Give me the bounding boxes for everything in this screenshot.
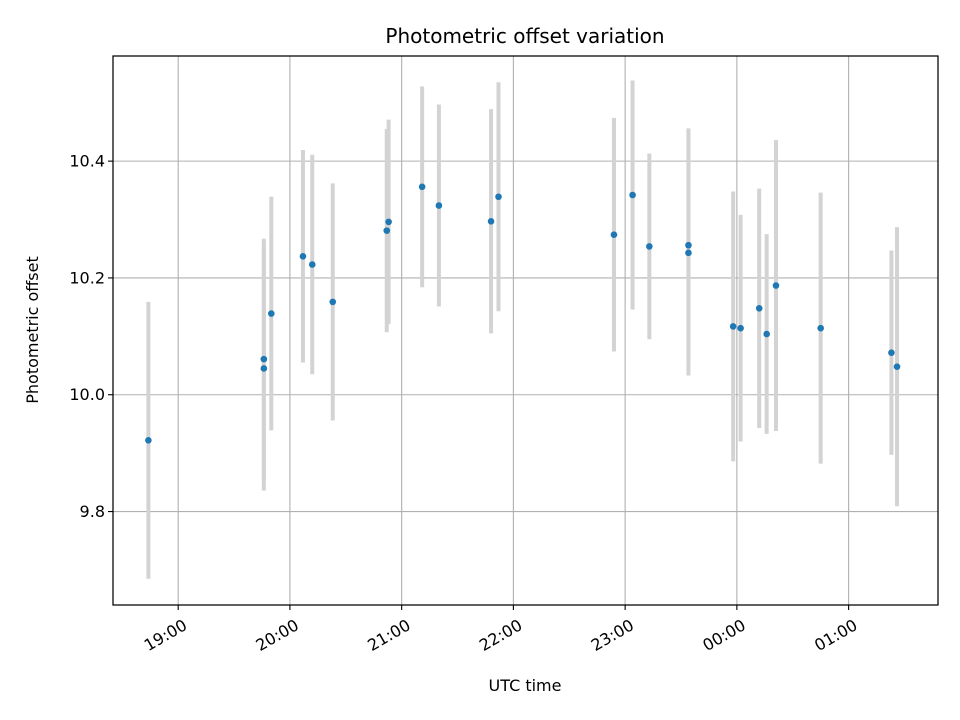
y-tick-label: 10.0 <box>69 385 105 404</box>
data-point <box>610 231 618 239</box>
data-point <box>629 191 636 199</box>
data-point <box>435 202 443 209</box>
data-point <box>755 305 763 312</box>
y-tick-label: 9.8 <box>80 502 105 521</box>
data-point <box>260 365 268 372</box>
plot-area <box>113 56 938 605</box>
data-point <box>418 183 426 191</box>
data-point <box>685 241 692 249</box>
data-point <box>817 324 824 332</box>
data-point <box>145 437 152 444</box>
data-point <box>260 355 268 363</box>
x-axis-label: UTC time <box>489 676 562 695</box>
data-point <box>685 249 692 257</box>
y-tick-label: 10.4 <box>69 152 105 171</box>
data-point <box>495 193 502 201</box>
data-point <box>487 217 495 225</box>
data-point <box>772 282 780 289</box>
y-axis-label: Photometric offset <box>23 256 42 404</box>
y-tick-label: 10.2 <box>69 268 105 287</box>
data-point <box>383 227 391 234</box>
plot-frame <box>112 55 939 606</box>
data-point <box>888 349 895 356</box>
data-point <box>385 218 392 226</box>
data-point <box>308 261 316 268</box>
data-point <box>299 253 307 260</box>
data-point <box>893 363 901 371</box>
data-point <box>329 298 337 306</box>
grid <box>113 56 938 605</box>
data-points <box>145 183 901 444</box>
data-point <box>737 324 744 332</box>
data-point <box>763 330 770 338</box>
data-point <box>729 323 737 330</box>
data-point <box>646 243 653 250</box>
data-point <box>267 310 275 317</box>
chart-title: Photometric offset variation <box>385 24 664 48</box>
